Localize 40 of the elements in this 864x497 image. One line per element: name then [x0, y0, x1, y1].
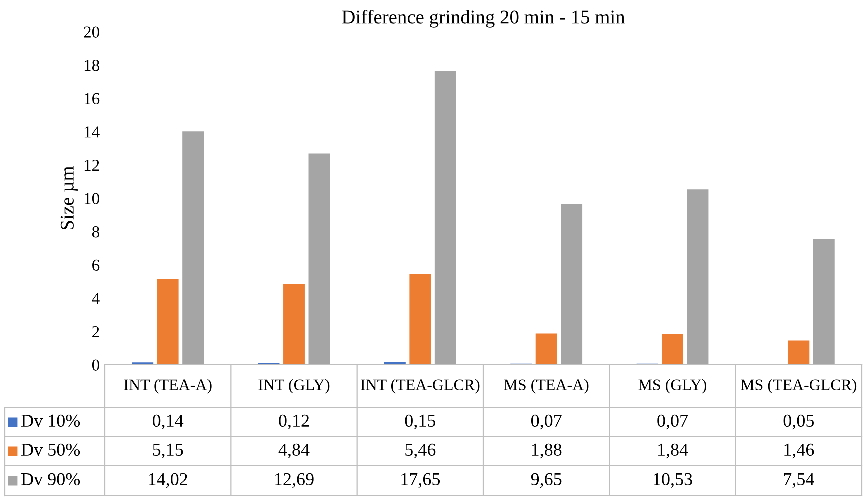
data-label: 0,07	[658, 414, 688, 430]
x-tick-label: MS (TEA-A)	[504, 379, 589, 394]
data-label: 9,65	[531, 473, 562, 488]
y-tick-label: 6	[92, 260, 100, 272]
x-tick-label: INT (GLY)	[258, 379, 330, 394]
data-label: 4,84	[278, 444, 310, 459]
legend-label: Dv 50%	[22, 444, 80, 456]
data-label: 0,05	[784, 414, 814, 430]
data-label: 1,84	[658, 444, 688, 459]
data-label: 1,46	[784, 444, 814, 459]
data-label: 5,15	[153, 444, 184, 459]
y-tick-label: 8	[92, 226, 100, 238]
x-tick-label: INT (TEA-GLCR)	[361, 379, 480, 394]
data-label: 10,53	[654, 473, 692, 488]
x-tick-label: MS (TEA-GLCR)	[741, 379, 857, 394]
y-tick-label: 12	[84, 160, 100, 171]
y-tick-label: 0	[92, 360, 100, 371]
data-label: 17,65	[402, 473, 440, 488]
data-label: 1,88	[532, 444, 562, 459]
data-label: 0,15	[405, 414, 436, 430]
data-label: 5,46	[406, 444, 436, 459]
y-tick-label: 4	[92, 293, 100, 304]
y-axis-title: Size µm	[60, 166, 78, 230]
y-tick-label: 10	[84, 193, 100, 204]
y-tick-label: 2	[92, 326, 100, 338]
x-tick-label: MS (GLY)	[638, 379, 707, 394]
y-tick-label: 16	[84, 93, 100, 105]
data-label: 0,12	[279, 414, 310, 430]
y-tick-label: 20	[84, 26, 100, 38]
data-label: 0,14	[152, 414, 184, 430]
y-tick-label: 18	[84, 60, 100, 72]
data-label: 12,69	[276, 473, 314, 488]
data-label: 7,54	[784, 473, 814, 488]
chart-title: Difference grinding 20 min - 15 min	[342, 10, 626, 28]
data-label: 14,02	[149, 473, 188, 488]
legend-label: Dv 90%	[22, 473, 80, 486]
y-tick-label: 14	[84, 126, 100, 138]
x-tick-label: INT (TEA-A)	[124, 379, 212, 394]
data-label: 0,07	[531, 414, 562, 430]
legend-label: Dv 10%	[22, 414, 80, 428]
